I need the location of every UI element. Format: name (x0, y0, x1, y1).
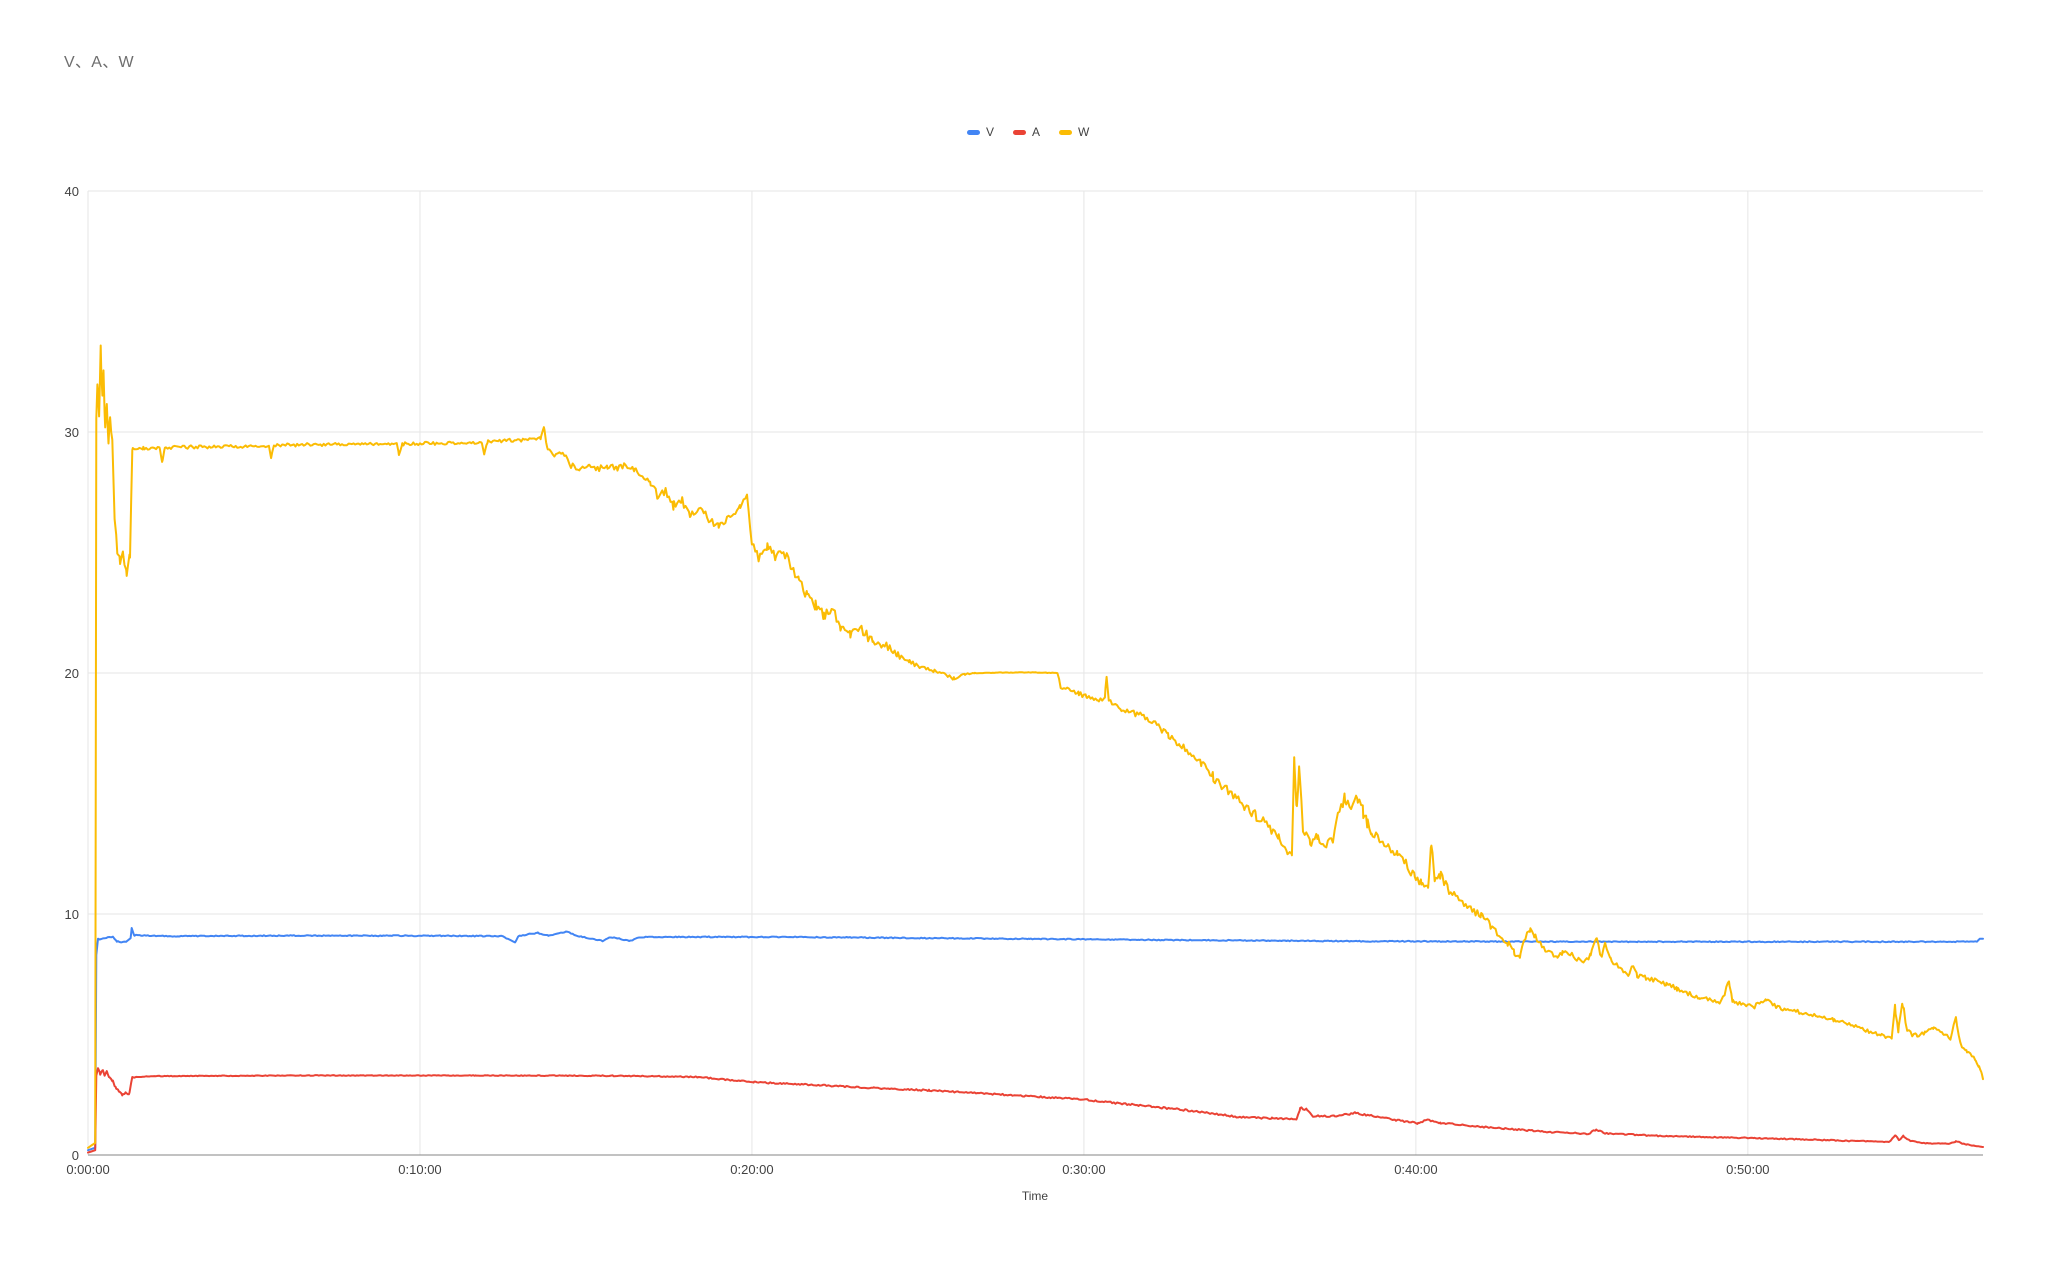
x-tick-label: 0:40:00 (1394, 1162, 1437, 1177)
series-line-V[interactable] (87, 927, 1984, 1152)
y-tick-label: 20 (65, 666, 79, 681)
y-tick-label: 30 (65, 425, 79, 440)
y-tick-label: 0 (72, 1148, 79, 1163)
series-line-W[interactable] (87, 344, 1984, 1149)
x-tick-label: 0:30:00 (1062, 1162, 1105, 1177)
x-tick-label: 0:10:00 (398, 1162, 441, 1177)
chart-legend: V A W (967, 125, 1089, 139)
legend-item-a[interactable]: A (1013, 125, 1040, 139)
x-tick-label: 0:50:00 (1726, 1162, 1769, 1177)
chart-title: V、A、W (64, 54, 134, 71)
y-tick-label: 10 (65, 907, 79, 922)
y-tick-label: 40 (65, 184, 79, 199)
x-axis-title: Time (1021, 1189, 1049, 1203)
legend-swatch-v-icon (967, 129, 980, 135)
x-tick-label: 0:00:00 (66, 1162, 109, 1177)
legend-swatch-w-icon (1059, 129, 1073, 135)
x-tick-label: 0:20:00 (730, 1162, 773, 1177)
legend-label-w: W (1078, 125, 1090, 139)
series-line-A[interactable] (87, 1067, 1984, 1154)
legend-label-a: A (1032, 125, 1041, 139)
legend-label-v: V (986, 125, 995, 139)
legend-item-v[interactable]: V (967, 125, 994, 139)
legend-swatch-a-icon (1013, 129, 1027, 135)
legend-item-w[interactable]: W (1059, 125, 1089, 139)
